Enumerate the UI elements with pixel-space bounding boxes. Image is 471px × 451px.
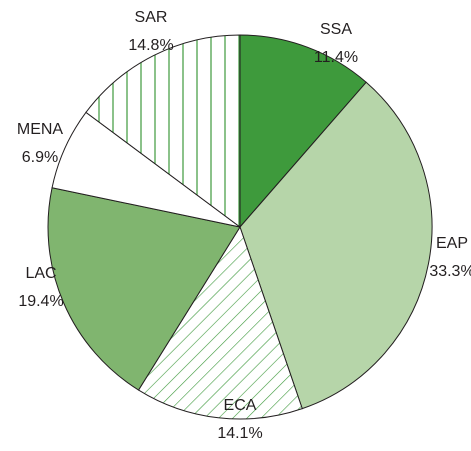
- slice-value-label: 14.8%: [128, 37, 173, 54]
- slice-value-label: 19.4%: [18, 293, 63, 310]
- slice-label: LAC: [25, 265, 56, 282]
- slice-value-label: 14.1%: [217, 425, 262, 442]
- pie-slice: [85, 34, 241, 228]
- slice-label: MENA: [17, 121, 64, 138]
- slice-value-label: 11.4%: [314, 49, 358, 66]
- pie-slice: [239, 81, 433, 410]
- slice-label: ECA: [224, 397, 257, 414]
- slice-label: EAP: [436, 235, 468, 252]
- slice-value-label: 6.9%: [22, 149, 58, 166]
- slice-value-label: 33.3%: [429, 263, 471, 280]
- slice-label: SAR: [135, 9, 168, 26]
- slice-label: SSA: [320, 21, 352, 38]
- pie-slice: [137, 225, 303, 420]
- pie-slice: [239, 34, 367, 229]
- pie-slice: [47, 187, 241, 391]
